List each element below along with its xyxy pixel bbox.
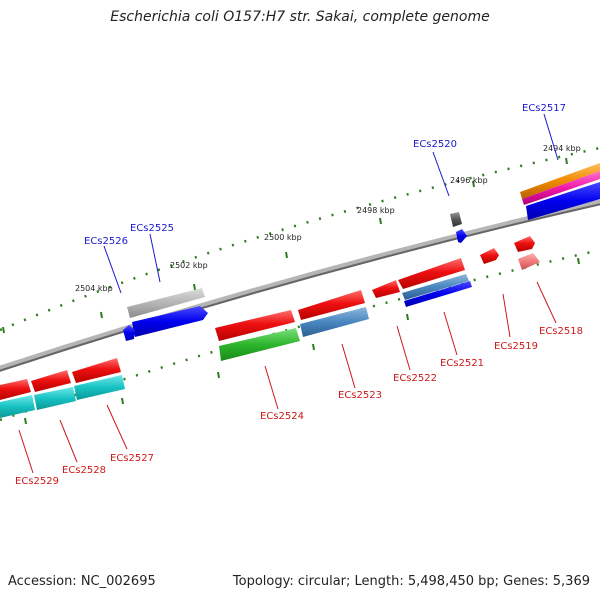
gene-ECs2526[interactable]: [123, 325, 135, 341]
map-title: Escherichia coli O157:H7 str. Sakai, com…: [110, 9, 490, 25]
gene-label-ECs2529[interactable]: ECs2529: [15, 476, 59, 487]
major-tick: [193, 283, 196, 291]
inner-major-ticks: [24, 257, 580, 425]
major-tick: [2, 326, 5, 334]
gene-ECs2524[interactable]: [215, 310, 295, 341]
gene-ECs2517-group[interactable]: [520, 163, 600, 220]
gene-ECs2517-magenta[interactable]: [522, 171, 600, 205]
gene-ECs2523-steel[interactable]: [300, 307, 369, 337]
gene-label-ECs2527[interactable]: ECs2527: [110, 453, 154, 464]
major-ticks: [2, 157, 568, 334]
gene-ECs2521-blue[interactable]: [404, 281, 472, 307]
tick-label-2502: 2502 kbp: [170, 261, 208, 270]
major-tick: [100, 311, 103, 319]
leader-ECs2524: [264, 365, 279, 410]
gene-label-ECs2520[interactable]: ECs2520: [413, 139, 457, 150]
tick-label-2500: 2500 kbp: [264, 233, 302, 242]
gene-ECs2517-blue[interactable]: [526, 182, 600, 220]
gene-ECs2517-orange[interactable]: [520, 163, 600, 199]
major-tick: [24, 417, 27, 425]
leader-ECs2525: [149, 233, 161, 283]
leader-ECs2523: [341, 343, 356, 389]
major-tick: [406, 313, 409, 321]
gene-ECs2527[interactable]: [72, 358, 121, 383]
tick-label-2498: 2498 kbp: [357, 206, 395, 215]
major-tick: [472, 180, 475, 188]
gene-label-ECs2525[interactable]: ECs2525: [130, 223, 174, 234]
gene-label-ECs2522[interactable]: ECs2522: [393, 373, 437, 384]
leader-lines-forward: [103, 113, 559, 294]
gene-ECs2527-cyan[interactable]: [74, 375, 125, 400]
leader-ECs2519: [502, 293, 511, 338]
major-tick: [577, 257, 580, 265]
gene-label-ECs2528[interactable]: ECs2528: [62, 465, 106, 476]
leader-ECs2527: [106, 404, 128, 450]
genome-backbone-shadow: [0, 203, 600, 372]
accession-text: Accession: NC_002695: [8, 574, 156, 589]
major-tick: [565, 157, 568, 165]
major-tick: [312, 343, 315, 351]
gene-ECs2524-green[interactable]: [219, 328, 300, 361]
gene-ECs2529[interactable]: [0, 379, 31, 400]
major-tick: [121, 397, 124, 405]
gene-label-ECs2517[interactable]: ECs2517: [522, 103, 566, 114]
tick-label-2496: 2496 kbp: [450, 176, 488, 185]
leader-ECs2529: [18, 429, 34, 474]
leader-ECs2521: [443, 311, 458, 356]
leader-ECs2526: [103, 245, 122, 294]
major-tick: [217, 371, 220, 379]
gene-ECs2522[interactable]: [372, 280, 400, 298]
gene-ECs2525-gray[interactable]: [127, 288, 205, 318]
leader-ECs2517: [543, 113, 559, 161]
major-tick: [285, 251, 288, 259]
leader-ECs2522: [396, 325, 411, 371]
gene-ECs2520[interactable]: [450, 212, 462, 227]
gene-ECs2521[interactable]: [398, 258, 465, 289]
gene-ECs2519[interactable]: [480, 248, 499, 264]
gene-label-ECs2524[interactable]: ECs2524: [260, 411, 304, 422]
leader-ECs2520: [432, 151, 450, 197]
gene-label-ECs2519[interactable]: ECs2519: [494, 341, 538, 352]
major-tick: [379, 217, 382, 225]
gene-ECs2520-arrow[interactable]: [456, 229, 467, 243]
tick-label-2504: 2504 kbp: [75, 284, 113, 293]
gene-ECs2528-cyan[interactable]: [34, 387, 76, 410]
gene-label-ECs2518[interactable]: ECs2518: [539, 326, 583, 337]
genome-backbone: [0, 199, 600, 372]
leader-ECs2518: [536, 281, 557, 324]
gene-ECs2525[interactable]: [132, 306, 208, 337]
leader-ECs2528: [59, 419, 78, 463]
gene-ECs2518[interactable]: [514, 236, 535, 252]
gene-label-ECs2521[interactable]: ECs2521: [440, 358, 484, 369]
gene-label-ECs2526[interactable]: ECs2526: [84, 236, 128, 247]
tick-label-2494: 2494 kbp: [543, 144, 581, 153]
gene-ECs2523[interactable]: [298, 290, 365, 320]
gene-label-ECs2523[interactable]: ECs2523: [338, 390, 382, 401]
gene-ECs2518-pink[interactable]: [518, 253, 540, 270]
gene-ECs2529-cyan[interactable]: [0, 395, 35, 418]
leader-lines-reverse: [18, 281, 557, 474]
gene-ECs2528[interactable]: [31, 370, 71, 392]
gene-ECs2521-steel[interactable]: [402, 274, 469, 300]
genome-summary-text: Topology: circular; Length: 5,498,450 bp…: [232, 574, 590, 589]
